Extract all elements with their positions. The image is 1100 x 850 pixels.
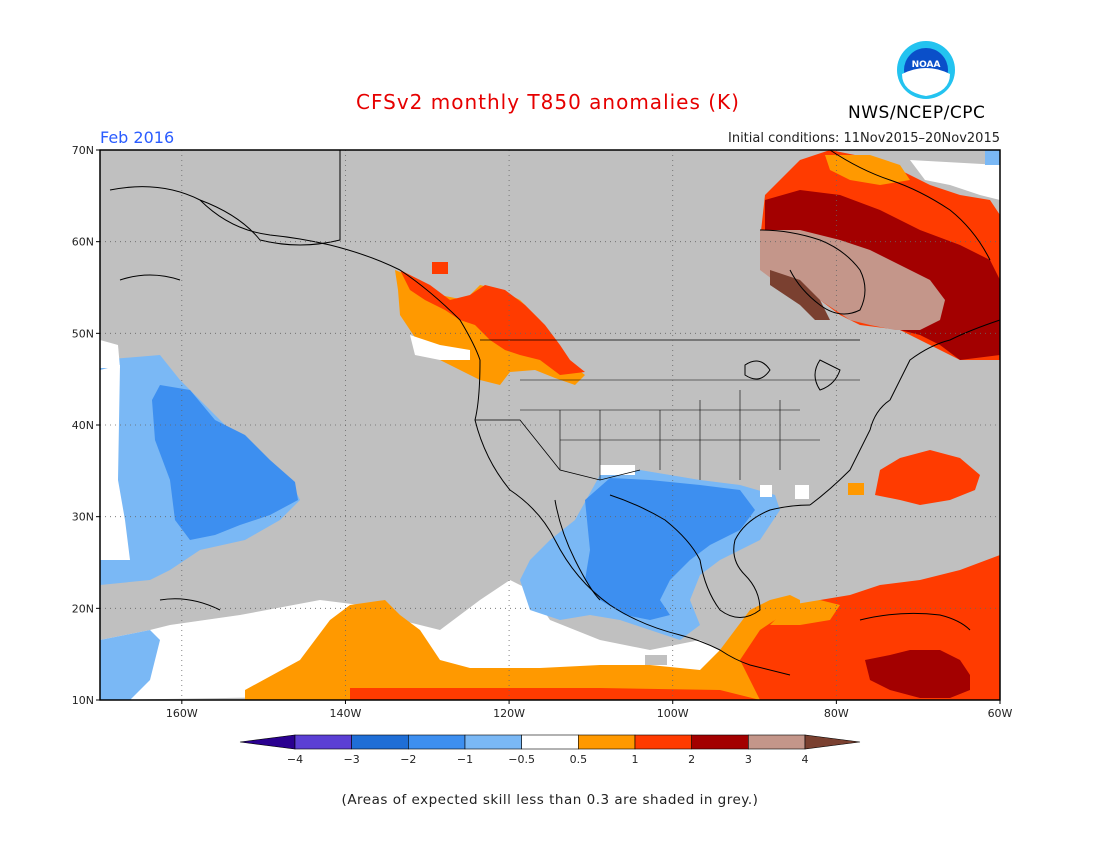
longitude-labels: 160W 140W 120W 100W 80W 60W [166,700,1013,720]
longitude-label: 100W [657,707,689,720]
longitude-label: 80W [824,707,849,720]
legend-tick-label: −3 [344,753,360,766]
gulf-cool-core [585,478,755,620]
legend-tick-label: −1 [457,753,473,766]
caribbean-strong-warm-anomaly [865,650,970,698]
legend-arrow-high [804,734,861,750]
hudson-warm-anomaly [760,230,945,330]
forecast-month: Feb 2016 [100,128,175,147]
legend-tick-label: 4 [802,753,809,766]
legend-tick-label: 0.5 [570,753,588,766]
latitude-labels: 70N 60N 50N 40N 30N 20N 10N [72,144,100,707]
latitude-label: 40N [72,419,94,432]
graticule [100,150,1000,700]
coastlines [109,149,1001,676]
longitude-label: 60W [988,707,1013,720]
legend-swatch [351,734,409,750]
legend-swatch [408,734,466,750]
latitude-label: 60N [72,236,94,249]
legend-tick-label: −2 [400,753,416,766]
legend-tick-label: −0.5 [508,753,535,766]
atlantic-warm-anomaly [875,450,980,505]
legend-tick-label: 2 [688,753,695,766]
legend-swatch [294,734,352,750]
legend-swatch [691,734,749,750]
legend-swatch [578,734,636,750]
longitude-label: 160W [166,707,198,720]
legend-tick-label: 3 [745,753,752,766]
legend-swatch [634,734,692,750]
longitude-label: 120W [493,707,525,720]
noaa-logo-icon: NOAA [897,41,955,99]
legend-arrow-low [239,734,296,750]
agency-label: NWS/NCEP/CPC [848,103,986,123]
svg-text:NOAA: NOAA [912,60,941,70]
longitude-label: 140W [330,707,362,720]
latitude-label: 20N [72,602,94,615]
legend-swatch [748,734,806,750]
map-title: CFSv2 monthly T850 anomalies (K) [356,90,740,114]
tropical-warm-anomaly [245,595,800,700]
skill-note: (Areas of expected skill less than 0.3 a… [341,792,759,808]
legend-swatch [464,734,522,750]
latitude-label: 50N [72,327,94,340]
latitude-label: 30N [72,511,94,524]
legend-tick-label: −4 [287,753,303,766]
color-legend: −4 −3 −2 −1 −0.5 0.5 1 2 3 4 [239,734,861,766]
pacific-cool-core [152,385,298,540]
latitude-label: 10N [72,694,94,707]
latitude-label: 70N [72,144,94,157]
initial-conditions: Initial conditions: 11Nov2015–20Nov2015 [728,131,1000,146]
legend-tick-label: 1 [632,753,639,766]
legend-swatch [521,734,579,750]
